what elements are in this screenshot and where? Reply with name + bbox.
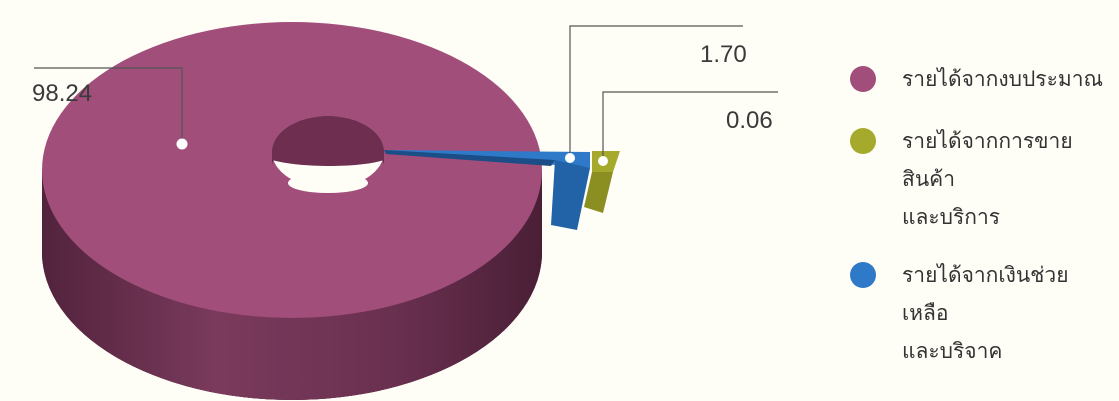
data-label-0: 98.24: [32, 80, 92, 107]
legend-label-1-line-1: รายได้จากเงินช่วยเหลือ: [902, 263, 1069, 325]
legend-item-1: รายได้จากเงินช่วยเหลือ และบริจาค: [850, 256, 1110, 370]
slice-marker-1: [565, 153, 575, 163]
chart-slice-1: [384, 150, 590, 230]
donut-hole-bottom: [288, 173, 368, 193]
leader-line-0: [34, 67, 183, 144]
donut-side-front: [42, 170, 542, 400]
legend-item-2: รายได้จากการขายสินค้า และบริการ: [850, 122, 1110, 236]
chart-slice-1-side: [551, 160, 590, 230]
chart-slice-2-side: [584, 172, 613, 213]
slice-marker-2: [598, 156, 608, 166]
chart-legend: รายได้จากงบประมาณ รายได้จากการขายสินค้า …: [850, 60, 1110, 370]
data-label-2: 0.06: [726, 107, 773, 134]
leader-line-1: [569, 25, 743, 158]
data-label-1: 1.70: [700, 41, 747, 68]
chart-slice-1-edge: [384, 150, 555, 166]
legend-swatch-2: [850, 128, 876, 154]
donut-hole-inner: [272, 116, 384, 166]
legend-item-0: รายได้จากงบประมาณ: [850, 60, 1110, 98]
slice-marker-0: [176, 138, 188, 150]
legend-swatch-1: [850, 262, 876, 288]
legend-label-1-line-2: และบริจาค: [902, 339, 1003, 363]
legend-label-0-line-1: รายได้จากงบประมาณ: [902, 67, 1103, 91]
leader-line-2: [602, 91, 778, 161]
legend-label-2-line-2: และบริการ: [902, 205, 1001, 229]
legend-label-2-line-1: รายได้จากการขายสินค้า: [902, 129, 1073, 191]
legend-swatch-0: [850, 66, 876, 92]
